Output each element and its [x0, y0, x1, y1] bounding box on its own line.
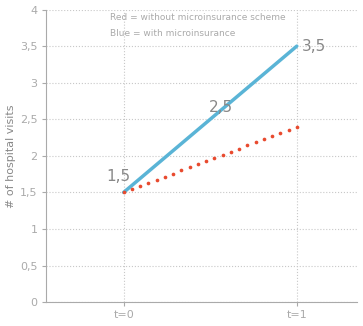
- Point: [203, 158, 209, 164]
- Point: [170, 171, 176, 176]
- Point: [154, 177, 159, 183]
- Point: [228, 149, 234, 154]
- Point: [294, 124, 300, 129]
- Point: [121, 190, 127, 195]
- Point: [220, 152, 225, 157]
- Point: [269, 133, 275, 139]
- Text: Red = without microinsurance scheme: Red = without microinsurance scheme: [110, 13, 285, 22]
- Text: Blue = with microinsurance: Blue = with microinsurance: [110, 29, 235, 38]
- Point: [211, 155, 217, 160]
- Text: 1,5: 1,5: [106, 170, 130, 185]
- Text: 3,5: 3,5: [302, 38, 326, 53]
- Point: [137, 184, 143, 189]
- Point: [195, 162, 201, 167]
- Point: [236, 146, 242, 151]
- Point: [261, 137, 267, 142]
- Point: [179, 168, 184, 173]
- Point: [277, 130, 283, 136]
- Point: [244, 143, 250, 148]
- Point: [146, 180, 151, 185]
- Point: [129, 187, 135, 192]
- Text: 2,5: 2,5: [208, 100, 233, 115]
- Point: [162, 174, 168, 179]
- Point: [187, 165, 192, 170]
- Point: [253, 140, 258, 145]
- Y-axis label: # of hospital visits: # of hospital visits: [5, 104, 16, 208]
- Point: [286, 127, 291, 132]
